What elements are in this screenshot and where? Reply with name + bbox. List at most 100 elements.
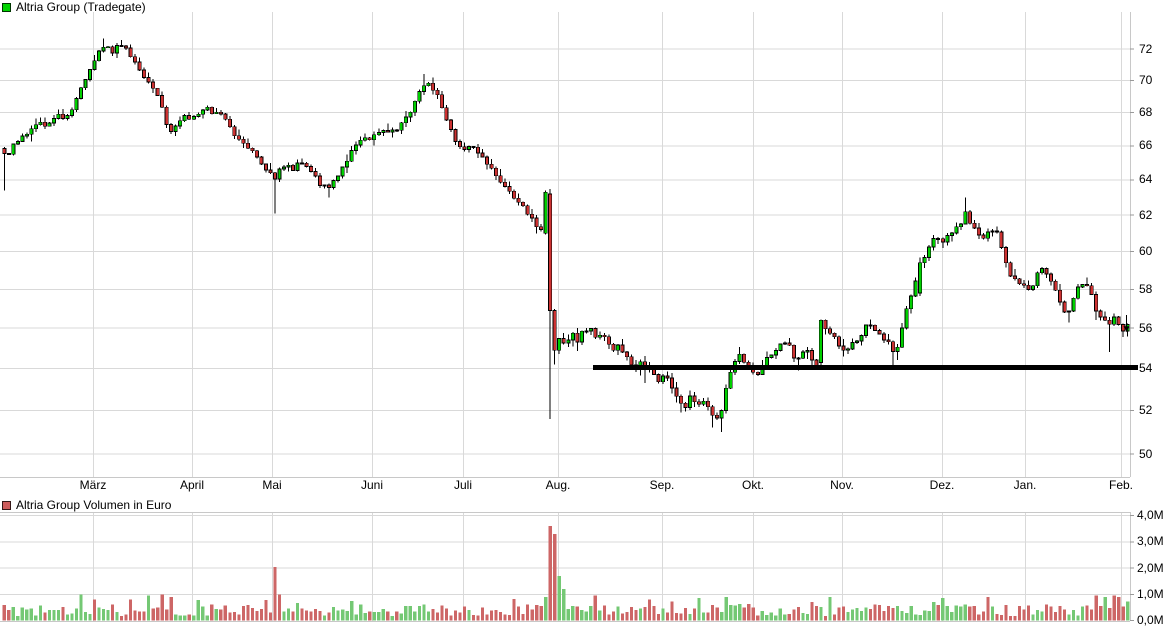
candle-down bbox=[1026, 284, 1031, 291]
volume-bar bbox=[1085, 605, 1089, 621]
candle-down bbox=[967, 211, 972, 224]
volume-bar bbox=[147, 595, 151, 621]
month-label: April bbox=[179, 478, 205, 492]
candle-up bbox=[97, 50, 102, 62]
candle-up bbox=[173, 125, 178, 132]
volume-bar bbox=[814, 606, 819, 621]
candle-up bbox=[543, 191, 548, 234]
volume-bar bbox=[530, 609, 534, 621]
candle-down bbox=[530, 213, 535, 219]
candle-down bbox=[521, 201, 526, 207]
candle-down bbox=[1098, 310, 1103, 318]
volume-bar bbox=[471, 615, 476, 621]
price-tick-label: 66 bbox=[1139, 138, 1153, 153]
volume-bar bbox=[34, 615, 38, 621]
candle-up bbox=[92, 60, 97, 70]
candle-up bbox=[354, 144, 359, 151]
volume-bar bbox=[282, 611, 286, 621]
volume-bar bbox=[386, 611, 390, 621]
candle-up bbox=[74, 98, 79, 111]
candle-down bbox=[250, 147, 255, 152]
volume-bar bbox=[363, 613, 367, 621]
candle-up bbox=[728, 371, 733, 389]
candle-up bbox=[38, 121, 43, 126]
volume-bar bbox=[850, 609, 855, 621]
candle-down bbox=[327, 184, 332, 188]
volume-bar bbox=[160, 594, 164, 621]
candle-up bbox=[584, 330, 589, 333]
candle-up bbox=[818, 319, 823, 363]
volume-bar bbox=[25, 609, 29, 621]
month-label: Jan. bbox=[1013, 478, 1037, 492]
volume-bar bbox=[11, 606, 15, 621]
candle-down bbox=[873, 324, 878, 331]
candle-down bbox=[679, 395, 684, 404]
volume-bar bbox=[936, 604, 940, 621]
volume-bar bbox=[458, 612, 462, 621]
volume-bar bbox=[192, 615, 196, 621]
candle-down bbox=[692, 395, 697, 403]
candle-up bbox=[615, 344, 620, 351]
candle-down bbox=[886, 339, 891, 343]
volume-bar bbox=[512, 599, 516, 621]
candle-up bbox=[661, 375, 666, 383]
volume-bar bbox=[431, 609, 435, 621]
volume-bar bbox=[128, 599, 133, 621]
candle-up bbox=[566, 339, 571, 344]
volume-bar bbox=[16, 616, 20, 621]
candle-down bbox=[259, 156, 264, 165]
candle-up bbox=[466, 146, 471, 150]
candle-up bbox=[24, 133, 29, 137]
volume-bar bbox=[941, 598, 945, 621]
volume-bar bbox=[201, 606, 205, 621]
volume-bar bbox=[1108, 608, 1112, 621]
volume-bar bbox=[756, 615, 760, 621]
candle-down bbox=[1062, 301, 1067, 313]
volume-bar bbox=[589, 606, 593, 621]
volume-bar bbox=[404, 605, 408, 621]
candle-down bbox=[972, 222, 977, 229]
candle-down bbox=[142, 69, 147, 78]
candle-down bbox=[236, 135, 241, 140]
candle-down bbox=[994, 230, 999, 233]
volume-bar bbox=[954, 605, 958, 621]
volume-bar bbox=[332, 606, 336, 621]
candle-up bbox=[345, 160, 350, 168]
volume-bar bbox=[575, 606, 579, 621]
candle-down bbox=[525, 205, 530, 215]
candle-up bbox=[945, 234, 950, 243]
candle-up bbox=[764, 357, 769, 366]
volume-bar bbox=[1022, 609, 1026, 621]
volume-bar bbox=[877, 605, 882, 621]
volume-bar bbox=[905, 612, 909, 621]
volume-bar bbox=[774, 615, 778, 621]
candle-down bbox=[1044, 267, 1049, 275]
candle-up bbox=[859, 335, 864, 342]
volume-bar bbox=[792, 609, 796, 621]
volume-bar bbox=[174, 614, 178, 621]
candle-down bbox=[124, 45, 129, 49]
volume-bar bbox=[232, 611, 236, 621]
candle-down bbox=[444, 107, 449, 121]
candle-up bbox=[900, 327, 905, 348]
candle-down bbox=[611, 343, 616, 351]
volume-bar bbox=[1017, 605, 1022, 621]
volume-bar bbox=[56, 610, 60, 621]
candle-down bbox=[823, 319, 828, 330]
candle-up bbox=[769, 354, 774, 358]
volume-bar bbox=[720, 612, 724, 621]
price-tick-label: 62 bbox=[1139, 207, 1153, 222]
candle-up bbox=[985, 231, 990, 239]
volume-bar bbox=[557, 575, 561, 621]
volume-bar bbox=[882, 611, 886, 621]
volume-tick-label: 2,0M bbox=[1137, 560, 1164, 575]
volume-bar bbox=[1121, 606, 1125, 621]
candle-up bbox=[363, 137, 368, 141]
candle-down bbox=[656, 374, 661, 383]
candle-up bbox=[408, 111, 413, 118]
volume-bar bbox=[169, 596, 173, 621]
candle-down bbox=[435, 89, 440, 96]
volume-bar bbox=[476, 615, 480, 621]
volume-bar bbox=[1067, 614, 1071, 621]
